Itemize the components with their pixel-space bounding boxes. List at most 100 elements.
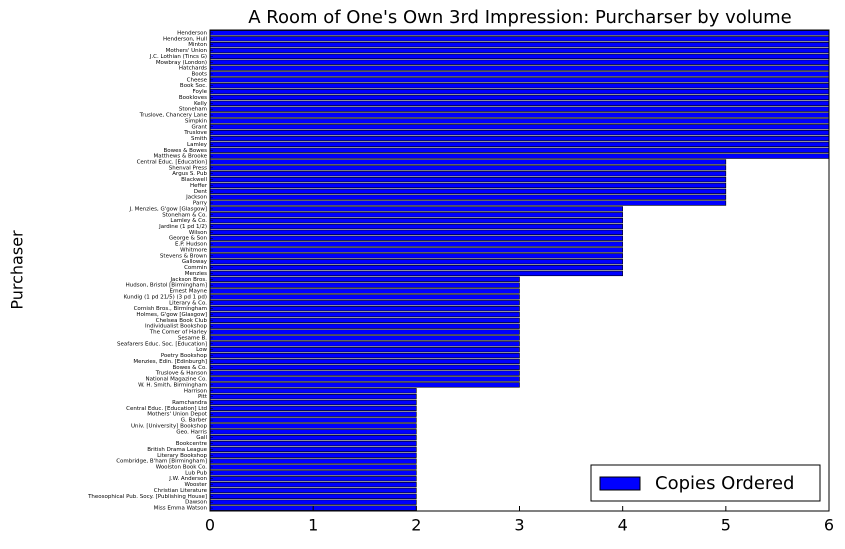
y-tick-label: Miss Emma Watson [154, 506, 208, 512]
y-tick-label: Bowes & Co. [172, 365, 207, 371]
legend-label: Copies Ordered [655, 473, 794, 494]
bar [209, 300, 520, 306]
bar [209, 294, 520, 300]
bar [209, 147, 830, 153]
bar [209, 347, 520, 353]
y-tick-label: Univ. [University] Bookshop [131, 423, 208, 429]
y-tick-label: Chelsea Book Club [156, 318, 208, 324]
y-tick-label: Stoneham [179, 107, 207, 113]
bar [209, 194, 727, 200]
bar [209, 153, 830, 159]
bar [209, 65, 830, 71]
y-tick-label: Lub Pub [185, 470, 207, 476]
y-tick-label: Jackson [185, 195, 207, 201]
bar [209, 71, 830, 77]
bar [209, 235, 623, 241]
y-tick-label: Minton [188, 42, 207, 48]
bar [209, 212, 623, 218]
y-tick-label: National Magazine Co. [145, 377, 207, 383]
y-tick-label: W. H. Smith, Birmingham [138, 382, 207, 388]
bar [209, 159, 727, 165]
bar [209, 388, 417, 394]
y-tick-label: Book Soc. [180, 83, 207, 89]
y-tick-label: Truslove [183, 130, 207, 136]
y-tick-label: Blackwell [181, 177, 207, 183]
bar [209, 217, 623, 224]
y-tick-label: Lamley & Co. [170, 218, 207, 224]
bar [209, 305, 520, 312]
bar [209, 393, 417, 400]
bar [209, 399, 417, 406]
y-tick-label: Commin [184, 265, 207, 271]
y-tick-label: J.W. Anderson [168, 476, 207, 482]
bar [209, 405, 417, 411]
y-tick-label: Poetry Bookshop [161, 353, 208, 359]
bar [209, 481, 417, 488]
bar [209, 317, 520, 324]
y-tick-label: Geo. Harris [176, 429, 207, 435]
y-tick-label: Bookloves [179, 95, 207, 101]
y-tick-label: British Drama League [147, 447, 207, 453]
y-tick-label: Mothers' Union Depot [147, 412, 208, 418]
y-tick-label: Shenval Press [169, 165, 207, 171]
bar [209, 206, 623, 212]
bar [209, 499, 417, 505]
y-tick-label: G. Barber [181, 418, 208, 424]
bar [209, 176, 727, 183]
y-tick-label: George & Son [169, 236, 208, 242]
y-tick-label: Kundig (1 pd 21/5) (3 pd 1 pd) [124, 294, 207, 300]
bar [209, 135, 830, 142]
y-tick-label: Theosophical Pub. Socy. [Publishing Hous… [87, 494, 207, 500]
y-tick-label: J. Menzies, G'gow [Glasgow] [129, 206, 207, 212]
bar [209, 429, 417, 435]
bar [209, 358, 520, 365]
bar [209, 452, 417, 458]
bar [209, 36, 830, 42]
bar [209, 124, 830, 130]
y-tick-label: Hudson, Bristol [Birmingham] [126, 283, 207, 289]
y-tick-label: Seafarers Educ. Soc. [Education] [117, 341, 207, 347]
legend-swatch [599, 476, 641, 491]
y-tick-label: Wilson [189, 230, 208, 236]
y-tick-label: Grant [191, 124, 207, 130]
y-tick-label: Central Educ. [Education] [137, 159, 207, 165]
bar [209, 165, 727, 171]
bar [209, 476, 417, 482]
y-tick-label: Hatchards [179, 66, 207, 72]
bar [209, 493, 417, 499]
bar [209, 53, 830, 60]
y-tick-label: Literary & Co. [169, 300, 207, 306]
x-tick-label: 6 [824, 516, 834, 535]
bar [209, 288, 520, 294]
y-tick-label: Lamley [187, 142, 208, 148]
bar [209, 83, 830, 89]
bar [209, 282, 520, 288]
bar [209, 30, 830, 36]
y-tick-label: Woolston Book Co. [156, 465, 208, 471]
y-tick-label: Stevens & Brown [160, 253, 208, 259]
bar [209, 223, 623, 230]
bar [209, 106, 830, 112]
bar [209, 59, 830, 65]
y-tick-label: Mowbray (London) [156, 60, 207, 66]
bar [209, 458, 417, 464]
bar [209, 311, 520, 318]
y-tick-label: Parry [193, 201, 208, 207]
bar [209, 323, 520, 329]
y-tick-label: Jardine (1 pd 1/2) [158, 224, 207, 230]
y-axis-label: Purchaser [8, 230, 27, 310]
y-tick-label: Mothers' Union [166, 48, 208, 54]
x-tick-label: 4 [618, 516, 628, 535]
y-tick-label: Cheese [187, 77, 208, 83]
bar [209, 329, 520, 335]
y-tick-label: Christian Literature [154, 488, 208, 494]
x-tick-label: 2 [411, 516, 421, 535]
y-tick-label: Combridge, B'ham [Birmingham] [116, 459, 207, 465]
bar [209, 435, 417, 441]
chart-title: A Room of One's Own 3rd Impression: Purc… [248, 7, 792, 28]
y-tick-label: Holmes, G'gow [Glasgow] [136, 312, 207, 318]
bar [209, 335, 520, 341]
y-tick-label: Kelly [194, 101, 208, 107]
bar [209, 200, 727, 206]
bar [209, 229, 623, 236]
